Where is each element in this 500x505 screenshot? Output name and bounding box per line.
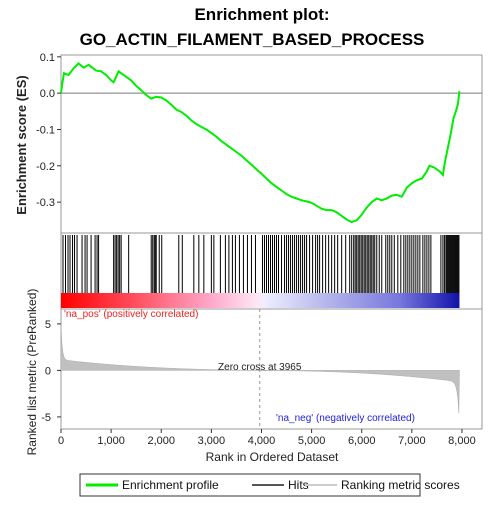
legend-label: Ranking metric scores <box>341 478 460 492</box>
es-y-axis: 0.1 0.0 -0.1 -0.2 -0.3 <box>36 52 61 209</box>
enrichment-profile-line <box>60 62 461 224</box>
zero-cross-label: Zero cross at 3965 <box>218 362 302 373</box>
legend: Enrichment profile Hits Ranking metric sco… <box>86 478 460 492</box>
es-tick-label: -0.1 <box>36 124 55 136</box>
metric-tick-label: 5 <box>45 319 51 331</box>
x-tick-label: 0 <box>58 435 64 447</box>
metric-tick-label: 0 <box>45 365 51 377</box>
ranking-metric-area <box>60 325 460 414</box>
pos-label: 'na_pos' (positively correlated) <box>64 309 198 320</box>
es-tick-label: 0.1 <box>40 52 55 64</box>
legend-box <box>79 473 421 497</box>
rank-color-bar <box>61 293 460 308</box>
x-tick-label: 7,000 <box>398 435 426 447</box>
metric-tick-label: -5 <box>41 412 51 424</box>
x-tick-label: 4,000 <box>248 435 276 447</box>
neg-label: 'na_neg' (negatively correlated) <box>276 413 415 424</box>
es-panel-frame <box>60 54 483 234</box>
x-tick-label: 8,000 <box>448 435 476 447</box>
x-tick-label: 5,000 <box>298 435 326 447</box>
x-axis: 0 1,000 2,000 3,000 4,000 5,000 6,000 7,000 8,00… <box>58 429 476 447</box>
chart-title-line1: Enrichment plot: <box>194 5 329 24</box>
es-tick-label: -0.3 <box>36 197 55 209</box>
x-axis-label: Rank in Ordered Dataset <box>206 450 339 464</box>
metric-y-axis-label: Ranked list metric (PreRanked) <box>25 289 39 456</box>
chart-title-line2: GO_ACTIN_FILAMENT_BASED_PROCESS <box>80 30 425 49</box>
metric-y-axis: 5 0 -5 <box>41 319 61 424</box>
legend-label: Enrichment profile <box>122 478 219 492</box>
legend-label: Hits <box>288 478 309 492</box>
x-tick-label: 1,000 <box>97 435 125 447</box>
es-y-axis-label: Enrichment score (ES) <box>14 75 29 214</box>
es-tick-label: -0.2 <box>36 161 55 173</box>
x-tick-label: 6,000 <box>348 435 376 447</box>
es-tick-label: 0.0 <box>40 88 55 100</box>
x-tick-label: 3,000 <box>198 435 226 447</box>
x-tick-label: 2,000 <box>147 435 175 447</box>
hits-marks <box>62 235 460 293</box>
